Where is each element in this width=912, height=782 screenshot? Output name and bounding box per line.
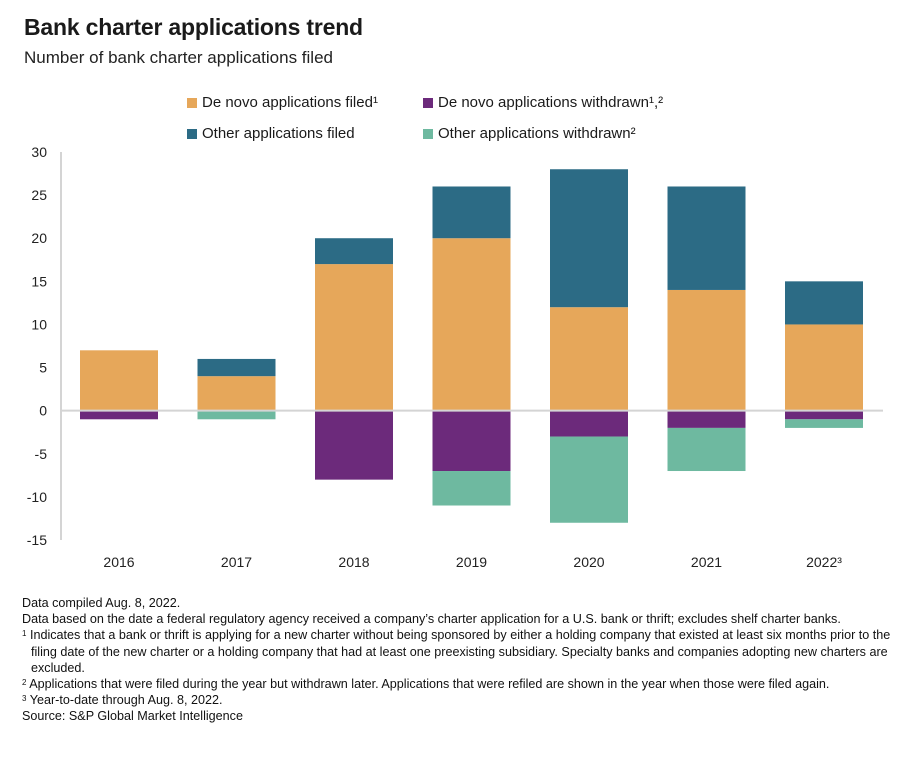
bar-segment-2018-series-2 xyxy=(315,410,393,480)
y-tick-label: -5 xyxy=(35,446,48,462)
bar-segment-2016-series-2 xyxy=(80,410,158,420)
bar-segment-2020-series-2 xyxy=(550,410,628,437)
legend-item-de-novo-withdrawn: De novo applications withdrawn¹,² xyxy=(423,94,663,111)
legend-item-de-novo-filed: De novo applications filed¹ xyxy=(187,94,378,111)
y-tick-label: 5 xyxy=(39,360,47,376)
y-tick-label: 0 xyxy=(39,403,47,419)
footnote-1-text: Indicates that a bank or thrift is apply… xyxy=(29,628,891,675)
y-tick-label: 20 xyxy=(31,230,47,246)
x-tick-label: 2016 xyxy=(103,554,134,570)
legend-label: Other applications filed xyxy=(202,125,355,142)
legend-label: De novo applications filed¹ xyxy=(202,94,378,111)
bar-segment-2018-series-1 xyxy=(315,238,393,265)
footnote-3: 3 Year-to-date through Aug. 8, 2022. xyxy=(22,692,902,708)
legend-label: De novo applications withdrawn¹,² xyxy=(438,94,664,111)
source-note: Source: S&P Global Market Intelligence xyxy=(22,709,243,724)
bar-segment-2020-series-3 xyxy=(550,436,628,523)
legend-swatch-other-withdrawn xyxy=(423,128,433,139)
bar-segment-2019-series-1 xyxy=(432,186,511,239)
legend-label: Other applications withdrawn² xyxy=(438,125,636,142)
note-compiled: Data compiled Aug. 8, 2022. xyxy=(22,596,181,610)
footnote-3-mark: 3 xyxy=(22,694,27,704)
y-axis-ticks: 30 25 20 15 10 5 0 -5 -10 -15 xyxy=(27,144,47,548)
chart-subtitle: Number of bank charter applications file… xyxy=(24,48,333,67)
legend-item-other-filed: Other applications filed xyxy=(187,125,355,142)
bar-segment-2017-series-3 xyxy=(197,410,276,420)
x-tick-label: 2021 xyxy=(691,554,722,570)
y-tick-label: 30 xyxy=(31,144,47,160)
bar-segment-2021-series-0 xyxy=(667,289,746,411)
bar-segment-2017-series-1 xyxy=(197,358,276,377)
bar-segment-2021-series-1 xyxy=(667,186,746,290)
y-tick-label: 10 xyxy=(31,316,47,332)
footnote-2: 2 Applications that were filed during th… xyxy=(22,676,902,692)
y-tick-label: -10 xyxy=(27,489,47,505)
bar-segment-2022-series-2 xyxy=(785,410,863,420)
bar-segment-2016-series-0 xyxy=(80,350,158,411)
x-tick-label: 2019 xyxy=(456,554,487,570)
legend-swatch-other-filed xyxy=(187,128,197,139)
footnotes: Data compiled Aug. 8, 2022. Data based o… xyxy=(22,595,902,725)
y-tick-label: 15 xyxy=(31,273,47,289)
note-basis: Data based on the date a federal regulat… xyxy=(22,612,841,627)
bar-segment-2019-series-3 xyxy=(432,471,511,506)
bar-segment-2022-series-0 xyxy=(785,324,863,411)
chart-title: Bank charter applications trend xyxy=(24,14,363,40)
stacked-bar-chart: 30 25 20 15 10 5 0 -5 -10 -15 2016 2017 2018 2019 202… xyxy=(27,144,883,570)
x-tick-label: 2020 xyxy=(573,554,604,570)
bar-segment-2021-series-3 xyxy=(667,427,746,472)
bar-segment-2022-series-3 xyxy=(785,419,863,428)
legend-swatch-de-novo-withdrawn xyxy=(423,97,433,108)
footnote-3-text: Year-to-date through Aug. 8, 2022. xyxy=(29,693,223,708)
footnote-1-mark: 1 xyxy=(22,629,27,639)
legend-item-other-withdrawn: Other applications withdrawn² xyxy=(423,125,636,142)
x-tick-label: 2017 xyxy=(221,554,252,570)
bar-segment-2022-series-1 xyxy=(785,281,863,325)
x-axis-ticks: 2016 2017 2018 2019 2020 2021 2022³ xyxy=(103,554,842,570)
x-tick-label: 2022³ xyxy=(806,554,842,570)
bar-segment-2017-series-0 xyxy=(197,376,276,411)
x-tick-label: 2018 xyxy=(338,554,369,570)
footnote-1: 1 Indicates that a bank or thrift is app… xyxy=(22,627,902,676)
y-tick-label: 25 xyxy=(31,187,47,203)
bar-segment-2018-series-0 xyxy=(315,264,393,411)
bar-segment-2020-series-0 xyxy=(550,307,628,411)
footnote-2-mark: 2 xyxy=(22,678,27,688)
bar-segment-2019-series-0 xyxy=(432,238,511,411)
legend-swatch-de-novo-filed xyxy=(187,97,197,108)
bars xyxy=(80,169,863,523)
bar-segment-2020-series-1 xyxy=(550,169,628,308)
footnote-2-text: Applications that were filed during the … xyxy=(29,677,830,692)
bar-segment-2019-series-2 xyxy=(432,410,511,472)
y-tick-label: -15 xyxy=(27,532,47,548)
bar-segment-2021-series-2 xyxy=(667,410,746,428)
